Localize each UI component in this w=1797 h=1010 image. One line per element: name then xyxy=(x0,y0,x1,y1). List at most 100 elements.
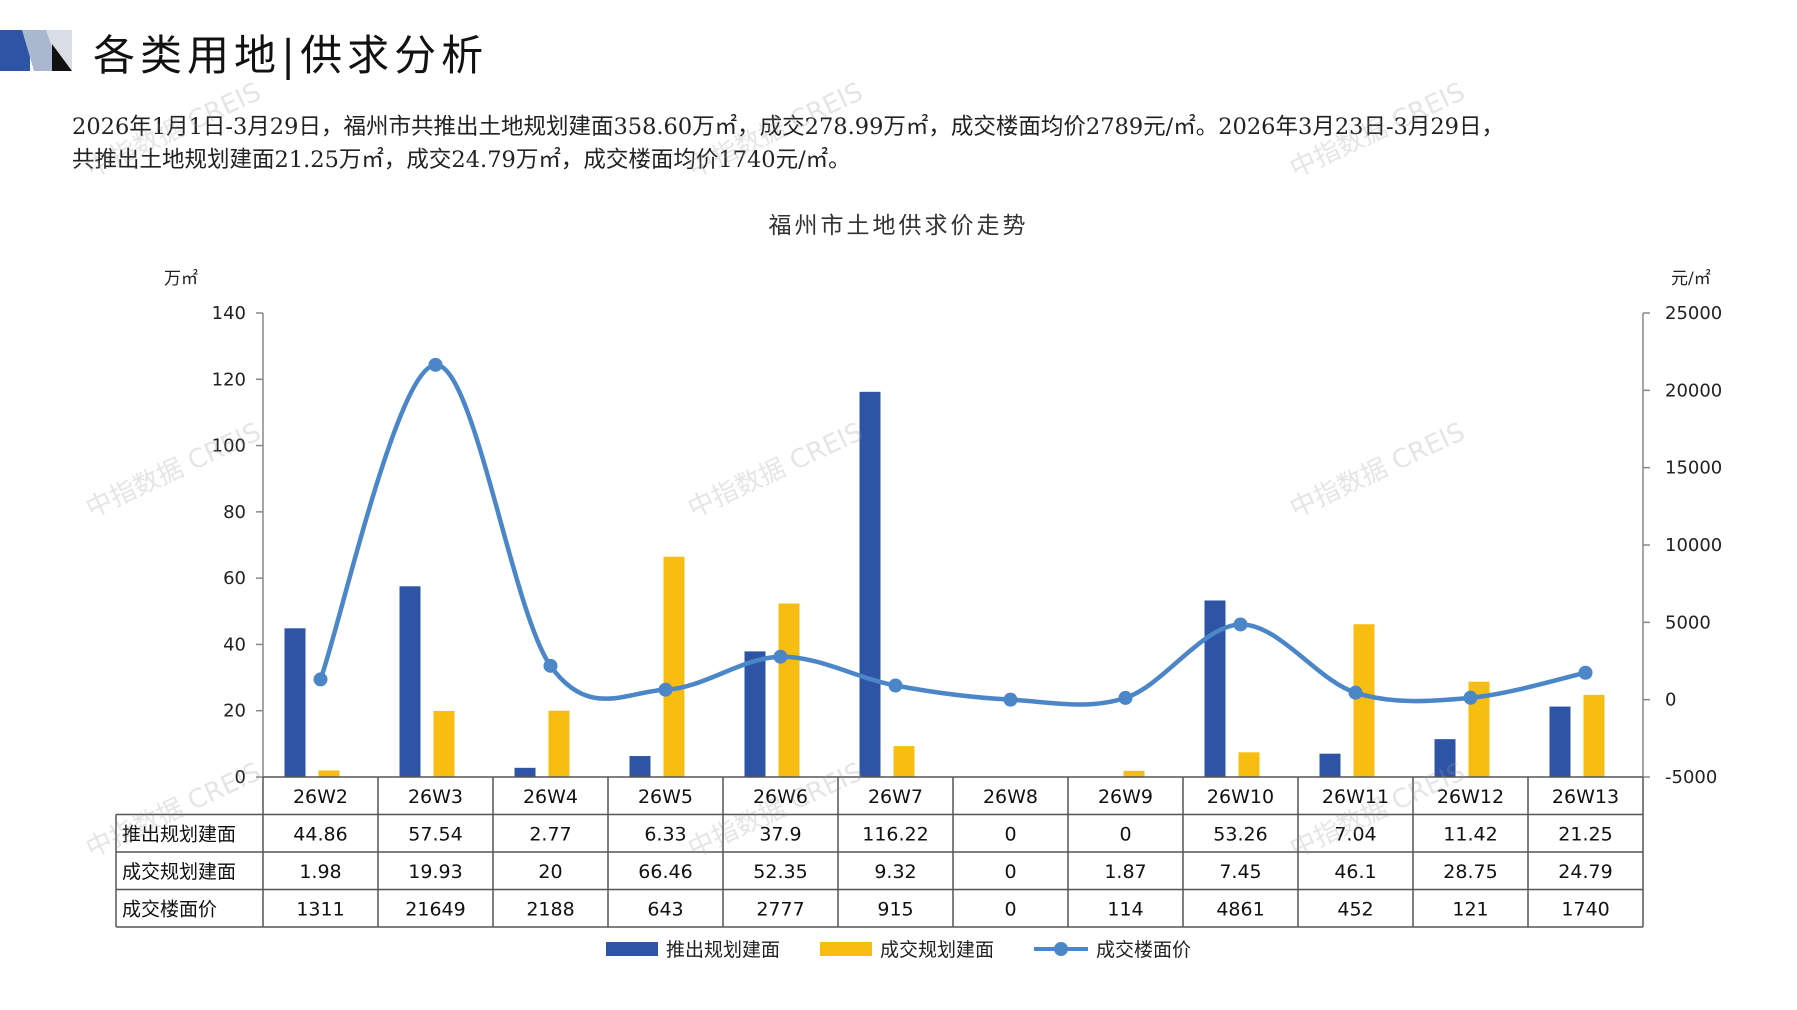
data-label: 2188 xyxy=(526,898,574,920)
x-axis-tick-label: 26W11 xyxy=(1322,786,1389,808)
data-label: 6.33 xyxy=(644,823,686,845)
left-axis-tick-label: 20 xyxy=(223,701,246,722)
bar-deal xyxy=(663,556,685,777)
page-title: 各类用地|供求分析 xyxy=(93,31,489,80)
left-axis-unit: 万㎡ xyxy=(164,269,198,289)
price-point xyxy=(1003,692,1018,707)
price-point xyxy=(313,672,328,687)
bar-deal xyxy=(893,746,915,777)
data-label: 2777 xyxy=(756,898,804,920)
x-axis-tick-label: 26W9 xyxy=(1098,786,1153,808)
right-axis-tick-label: 10000 xyxy=(1665,535,1722,556)
price-point xyxy=(428,357,443,372)
x-axis-tick-label: 26W2 xyxy=(293,786,348,808)
price-point xyxy=(1118,690,1133,705)
data-label: 915 xyxy=(877,898,913,920)
left-axis-tick-label: 120 xyxy=(212,369,246,390)
legend-swatch-price xyxy=(1034,941,1088,956)
right-axis-tick-label: 0 xyxy=(1665,690,1676,711)
bar-deal xyxy=(433,710,455,777)
data-label: 452 xyxy=(1337,898,1373,920)
data-label: 114 xyxy=(1107,898,1143,920)
price-point xyxy=(888,678,903,693)
right-axis-unit: 元/㎡ xyxy=(1671,269,1711,289)
left-axis-tick-label: 40 xyxy=(223,634,246,655)
price-point xyxy=(1578,665,1593,680)
x-axis-tick-label: 26W5 xyxy=(638,786,693,808)
legend-swatch-supply xyxy=(605,941,658,956)
data-label: 57.54 xyxy=(408,823,462,845)
price-point xyxy=(1348,685,1363,700)
data-label: 643 xyxy=(647,898,683,920)
data-label: 24.79 xyxy=(1558,861,1612,883)
bar-supply xyxy=(1319,753,1341,777)
bar-deal xyxy=(1353,624,1375,777)
left-axis-tick-label: 80 xyxy=(223,502,246,523)
x-axis-tick-label: 26W8 xyxy=(983,786,1038,808)
data-label: 46.1 xyxy=(1334,861,1376,883)
bar-deal xyxy=(1123,770,1145,777)
right-axis-tick-label: 20000 xyxy=(1665,380,1722,401)
legend-item-deal: 成交规划建面 xyxy=(819,935,994,962)
bar-supply xyxy=(1434,739,1456,777)
bar-supply xyxy=(744,651,766,777)
bar-supply xyxy=(284,628,306,777)
data-label: 1311 xyxy=(296,898,344,920)
bar-supply xyxy=(629,756,651,777)
data-label: 1.98 xyxy=(299,861,341,883)
x-axis-tick-label: 26W4 xyxy=(523,786,578,808)
legend: 推出规划建面 成交规划建面 成交楼面价 xyxy=(0,935,1797,962)
right-axis-tick-label: 15000 xyxy=(1665,458,1722,479)
bar-supply xyxy=(514,767,536,777)
x-axis-tick-label: 26W13 xyxy=(1552,786,1619,808)
data-label: 9.32 xyxy=(874,861,916,883)
legend-label-deal: 成交规划建面 xyxy=(879,939,994,961)
left-axis-tick-label: 100 xyxy=(212,436,246,457)
left-axis-tick-label: 60 xyxy=(223,568,246,589)
data-label: 44.86 xyxy=(293,823,347,845)
bar-deal xyxy=(318,770,340,777)
data-label: 0 xyxy=(1004,898,1016,920)
header-decoration-icon xyxy=(0,30,72,71)
bar-deal xyxy=(548,710,570,777)
data-label: 121 xyxy=(1452,898,1488,920)
right-axis-tick-label: 5000 xyxy=(1665,612,1711,633)
left-axis-tick-label: 140 xyxy=(212,303,246,324)
data-label: 0 xyxy=(1004,823,1016,845)
data-label: 66.46 xyxy=(638,861,692,883)
data-label: 2.77 xyxy=(529,823,571,845)
data-label: 20 xyxy=(538,861,562,883)
price-point xyxy=(1233,617,1248,632)
data-label: 0 xyxy=(1119,823,1131,845)
data-label: 53.26 xyxy=(1213,823,1267,845)
legend-item-supply: 推出规划建面 xyxy=(605,935,780,962)
right-axis-tick-label: -5000 xyxy=(1665,767,1717,788)
data-label: 11.42 xyxy=(1443,823,1497,845)
data-label: 19.93 xyxy=(408,861,462,883)
x-axis-tick-label: 26W10 xyxy=(1207,786,1274,808)
bar-supply xyxy=(399,586,421,777)
data-label: 7.45 xyxy=(1219,861,1261,883)
data-label: 52.35 xyxy=(753,861,807,883)
data-label: 21649 xyxy=(405,898,465,920)
legend-label-price: 成交楼面价 xyxy=(1096,939,1192,961)
data-label: 1.87 xyxy=(1104,861,1146,883)
price-point xyxy=(658,682,673,697)
price-line xyxy=(318,362,1586,707)
x-axis-tick-label: 26W6 xyxy=(753,786,808,808)
bar-supply xyxy=(1204,600,1226,777)
price-point xyxy=(1463,690,1478,705)
chart-title: 福州市土地供求价走势 xyxy=(768,213,1029,239)
legend-item-price: 成交楼面价 xyxy=(1034,935,1191,962)
price-point xyxy=(543,658,558,673)
data-label: 4861 xyxy=(1216,898,1264,920)
summary-text: 2026年1月1日-3月29日，福州市共推出土地规划建面358.60万㎡，成交2… xyxy=(72,111,1772,177)
data-label: 1740 xyxy=(1561,898,1609,920)
price-point xyxy=(773,649,788,664)
table-row-label: 成交规划建面 xyxy=(122,861,236,883)
left-axis-tick-label: 0 xyxy=(235,767,246,788)
bar-deal xyxy=(778,603,800,777)
summary-line-2: 共推出土地规划建面21.25万㎡，成交24.79万㎡，成交楼面均价1740元/㎡… xyxy=(72,147,851,173)
x-axis-tick-label: 26W3 xyxy=(408,786,463,808)
